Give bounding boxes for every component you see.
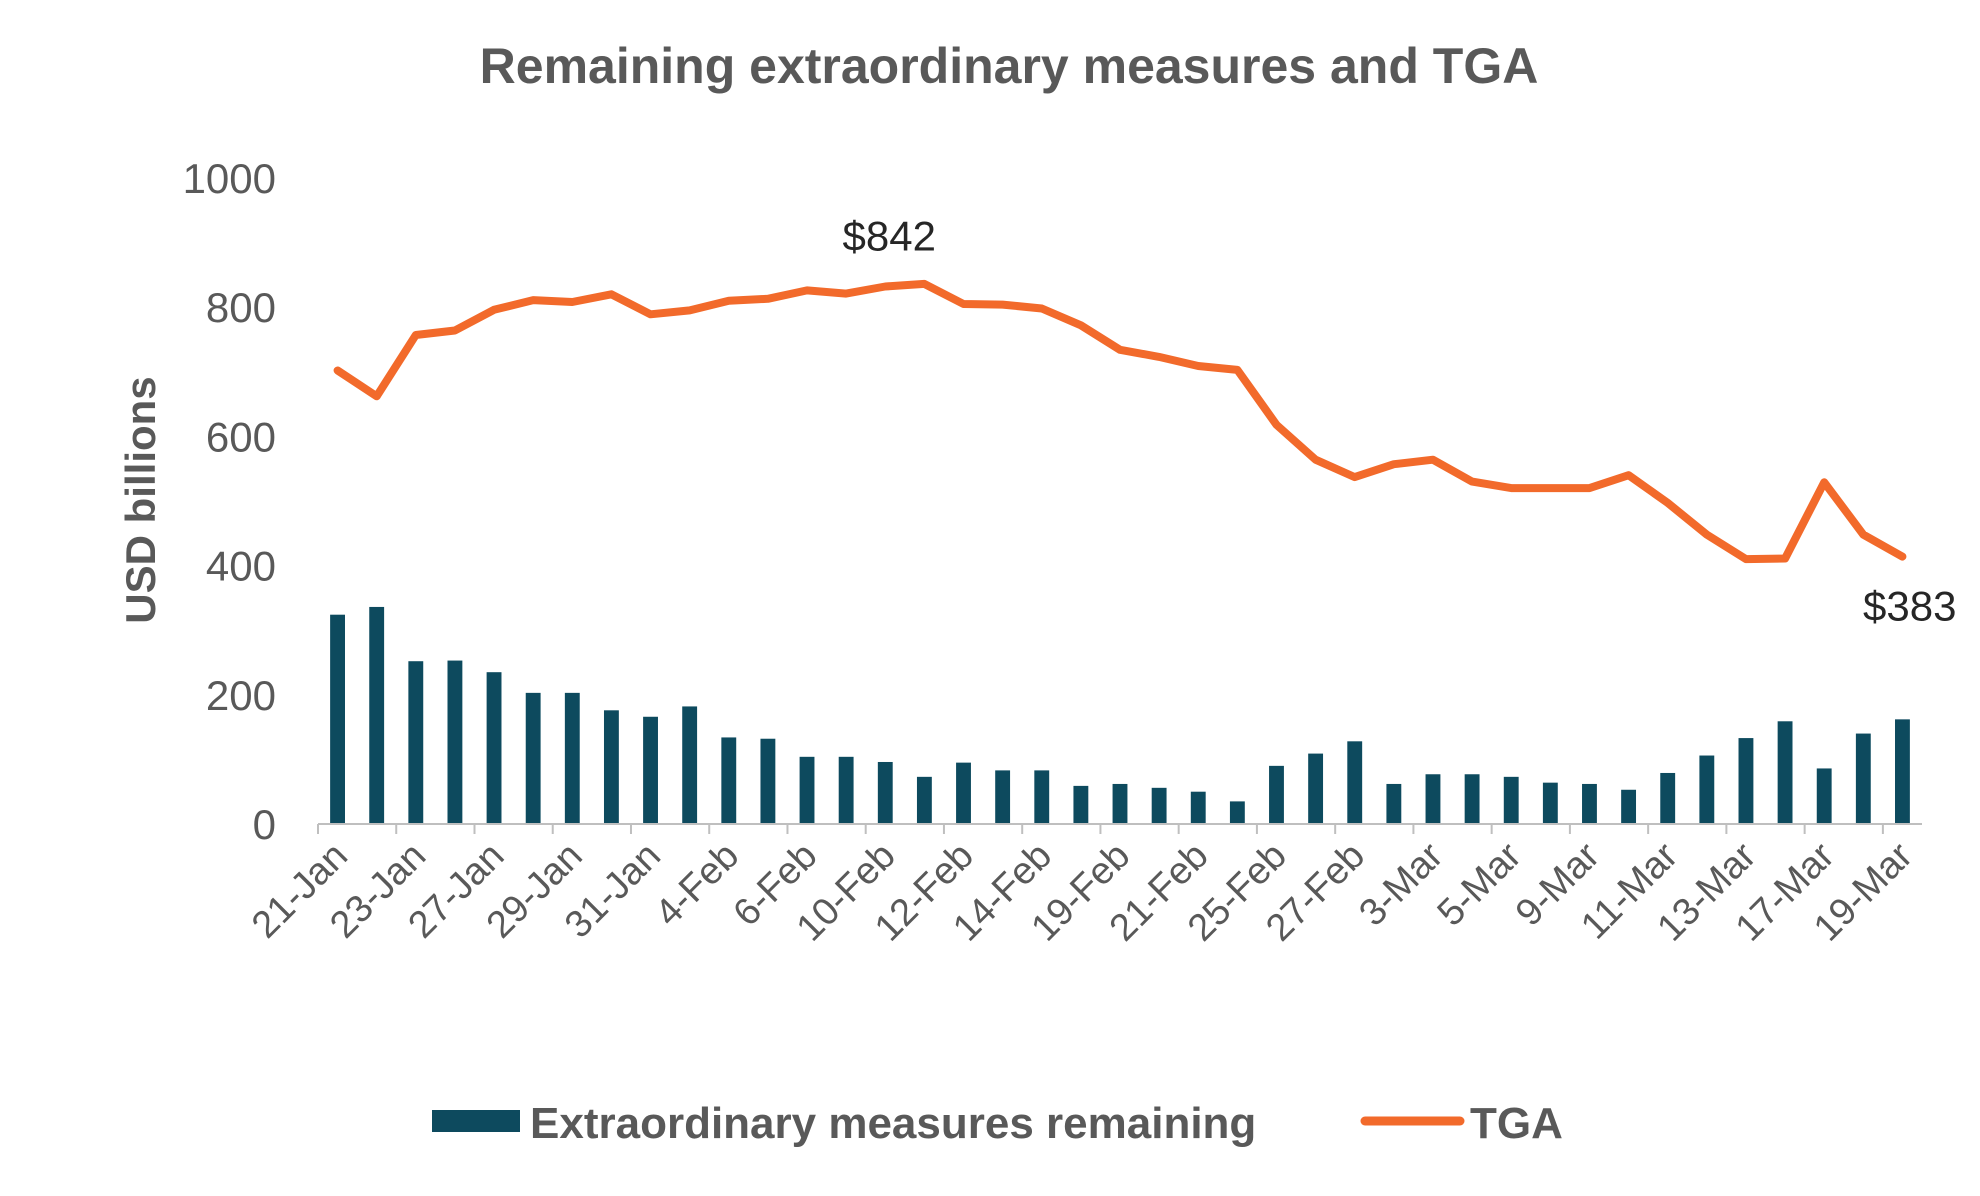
bar <box>799 756 815 824</box>
bar <box>564 692 580 824</box>
bar <box>1816 768 1832 824</box>
bar <box>1386 783 1402 824</box>
bar <box>1269 765 1284 824</box>
bar-series <box>330 606 1910 824</box>
bar <box>1542 782 1558 824</box>
bar <box>1621 789 1637 824</box>
bar <box>1895 719 1910 824</box>
bar <box>603 710 619 824</box>
line-series <box>333 279 1907 564</box>
bar <box>1190 791 1206 824</box>
legend-label-line: TGA <box>1470 1099 1563 1148</box>
bar <box>447 660 463 824</box>
x-tick-label: 5-Mar <box>1430 834 1530 934</box>
y-tick-label: 600 <box>206 413 276 460</box>
bar <box>838 756 854 824</box>
tga-line <box>333 279 1907 564</box>
x-axis: 21-Jan23-Jan27-Jan29-Jan31-Jan4-Feb6-Feb… <box>244 823 1922 950</box>
bar <box>1582 783 1597 824</box>
y-tick-label: 400 <box>206 543 276 590</box>
legend: Extraordinary measures remaining TGA <box>432 1099 1563 1148</box>
bar <box>330 614 345 824</box>
y-tick-label: 0 <box>253 801 276 848</box>
bar <box>916 776 932 824</box>
bar <box>1308 753 1324 824</box>
bar <box>1738 738 1754 824</box>
bar <box>877 761 893 824</box>
annotation-label: $842 <box>843 213 936 260</box>
bar <box>956 762 971 824</box>
chart-title: Remaining extraordinary measures and TGA <box>480 38 1539 94</box>
bar <box>1073 785 1089 824</box>
bar <box>682 706 698 824</box>
bar <box>643 716 658 824</box>
bar <box>1777 721 1793 824</box>
bar <box>721 737 737 824</box>
bar <box>525 692 541 824</box>
bar <box>369 606 385 824</box>
bar <box>1464 774 1480 824</box>
legend-label-bars: Extraordinary measures remaining <box>530 1099 1256 1148</box>
bar <box>1229 801 1245 824</box>
x-tick-label: 3-Mar <box>1351 834 1451 934</box>
bar <box>1503 776 1519 824</box>
bar <box>1660 772 1676 824</box>
annotations: $842 $383 <box>843 213 1957 630</box>
bar <box>408 661 424 824</box>
y-tick-label: 800 <box>206 284 276 331</box>
bar <box>1151 787 1167 824</box>
bar <box>486 672 502 824</box>
x-tick-label: 4-Feb <box>647 835 747 935</box>
y-tick-label: 200 <box>206 672 276 719</box>
y-axis-label: USD billions <box>117 376 164 623</box>
bar <box>1855 733 1871 824</box>
annotation-label: $383 <box>1863 583 1956 630</box>
bar <box>760 738 776 824</box>
bar <box>1699 755 1715 824</box>
legend-swatch-bars <box>432 1110 520 1132</box>
bar <box>1425 774 1441 824</box>
bar <box>1112 783 1128 824</box>
y-axis-ticks: 0 200 400 600 800 1000 <box>183 155 276 848</box>
bar <box>1347 741 1363 824</box>
bar <box>1034 770 1050 824</box>
y-tick-label: 1000 <box>183 155 276 202</box>
bar <box>995 770 1011 824</box>
